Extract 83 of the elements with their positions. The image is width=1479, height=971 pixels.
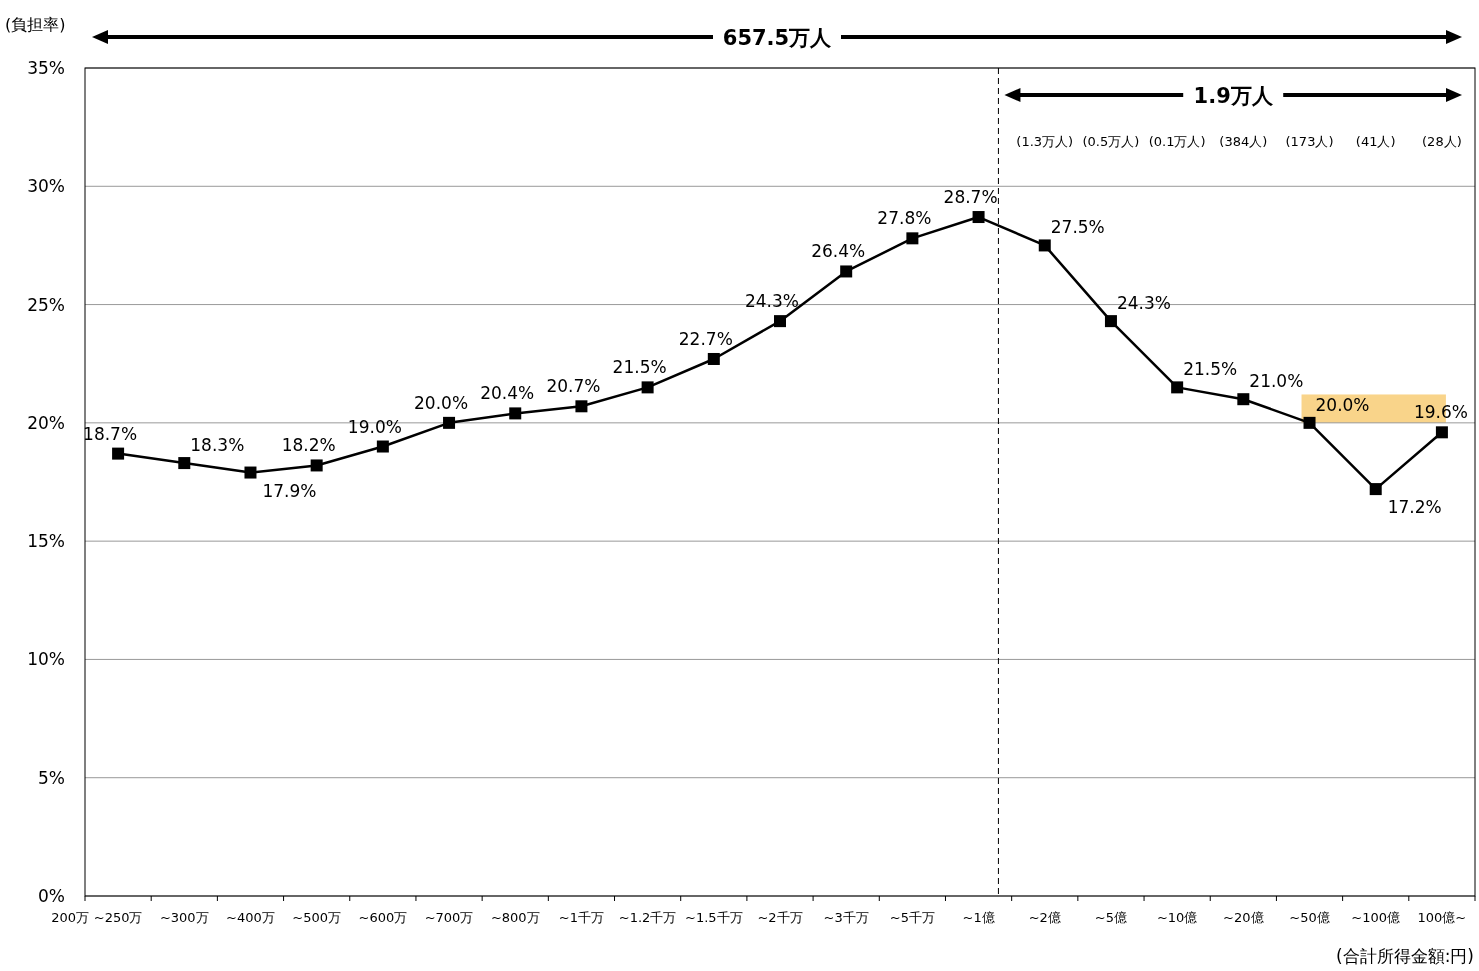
point xyxy=(1435,426,1448,439)
point xyxy=(509,407,522,420)
text: 657.5万人 xyxy=(722,26,833,50)
x-tick-label: ~700万 xyxy=(424,910,474,925)
point xyxy=(774,315,786,328)
point xyxy=(575,400,588,413)
annotation: (384人) xyxy=(1219,134,1268,149)
x-tick-label: ~3千万 xyxy=(823,910,869,925)
data-label: 24.3% xyxy=(1116,293,1171,314)
point xyxy=(707,352,720,365)
data-label: 20.0% xyxy=(1315,394,1370,415)
point xyxy=(972,211,985,224)
text: (合計所得金額:円) xyxy=(1336,946,1474,966)
point xyxy=(443,416,456,429)
x-tick-label: ~1.2千万 xyxy=(618,910,677,925)
point xyxy=(1171,381,1184,394)
point xyxy=(1303,416,1316,429)
point xyxy=(1038,239,1051,252)
data-label: 26.4% xyxy=(811,241,866,262)
x-tick-label: ~100億 xyxy=(1351,910,1401,925)
x-tick-label: ~300万 xyxy=(159,910,209,925)
point xyxy=(641,381,654,394)
data-label: 22.7% xyxy=(678,328,733,349)
x-tick-label: ~500万 xyxy=(292,910,342,925)
annotation: (173人) xyxy=(1285,134,1334,149)
data-label: 28.7% xyxy=(943,187,998,208)
annotation: (1.3万人) xyxy=(1016,134,1074,149)
data-label: 21.5% xyxy=(612,357,667,378)
point xyxy=(1104,315,1117,328)
x-tick-label: ~400万 xyxy=(226,910,275,925)
annotation: (0.5万人) xyxy=(1082,134,1140,149)
data-label: 17.2% xyxy=(1387,497,1442,518)
x-tick-label: ~10億 xyxy=(1156,910,1198,925)
data-label: 21.5% xyxy=(1183,359,1238,380)
y-axis-title: (負担率) xyxy=(5,15,66,34)
data-label: 27.8% xyxy=(877,208,932,229)
point xyxy=(310,459,323,472)
data-label: 27.5% xyxy=(1050,217,1105,238)
text: 200万 xyxy=(51,910,89,925)
y-tick-label: 35% xyxy=(27,58,65,78)
y-tick-label: 25% xyxy=(27,294,65,315)
point xyxy=(178,457,191,470)
data-label: 18.7% xyxy=(83,423,138,444)
x-tick-label: ~2千万 xyxy=(757,910,803,925)
point xyxy=(376,440,389,453)
point xyxy=(840,265,853,278)
point xyxy=(1369,483,1382,496)
data-label: 20.4% xyxy=(480,383,535,404)
point xyxy=(244,466,257,479)
point xyxy=(112,447,125,460)
x-tick-label: ~1億 xyxy=(962,910,995,925)
x-tick-label: ~50億 xyxy=(1289,910,1330,925)
x-tick-label: ~2億 xyxy=(1028,910,1061,925)
data-label: 19.0% xyxy=(347,416,402,437)
x-tick-label: 100億~ xyxy=(1417,910,1467,925)
y-tick-label: 5% xyxy=(38,767,65,788)
x-tick-label: ~800万 xyxy=(490,910,540,925)
data-label: 18.2% xyxy=(281,435,336,456)
data-label: 21.0% xyxy=(1249,371,1304,392)
data-label: 17.9% xyxy=(262,480,317,501)
data-label: 24.3% xyxy=(744,291,800,312)
point xyxy=(1237,393,1250,406)
data-label: 20.0% xyxy=(414,392,469,413)
x-tick-label: ~20億 xyxy=(1223,910,1264,925)
y-tick-label: 0% xyxy=(38,886,65,906)
y-tick-label: 10% xyxy=(27,649,65,670)
annotation: 1.9万人 xyxy=(1193,84,1274,108)
y-tick-label: 15% xyxy=(27,531,65,552)
x-tick-label: ~600万 xyxy=(358,910,408,925)
point xyxy=(906,232,919,245)
x-tick-label: ~5千万 xyxy=(889,910,935,925)
annotation: (0.1万人) xyxy=(1148,134,1206,149)
x-tick-label: ~5億 xyxy=(1094,910,1128,925)
data-label: 20.7% xyxy=(546,376,601,397)
x-tick-label: ~1.5千万 xyxy=(685,910,743,925)
x-tick-label: ~250万 xyxy=(93,910,143,925)
y-tick-label: 30% xyxy=(27,176,65,197)
x-tick-label: ~1千万 xyxy=(558,910,605,925)
annotation: (41人) xyxy=(1355,134,1396,149)
data-label: 18.3% xyxy=(190,435,245,456)
data-label: 19.6% xyxy=(1413,402,1468,423)
annotation: (28人) xyxy=(1422,134,1462,149)
y-tick-label: 20% xyxy=(27,412,65,433)
